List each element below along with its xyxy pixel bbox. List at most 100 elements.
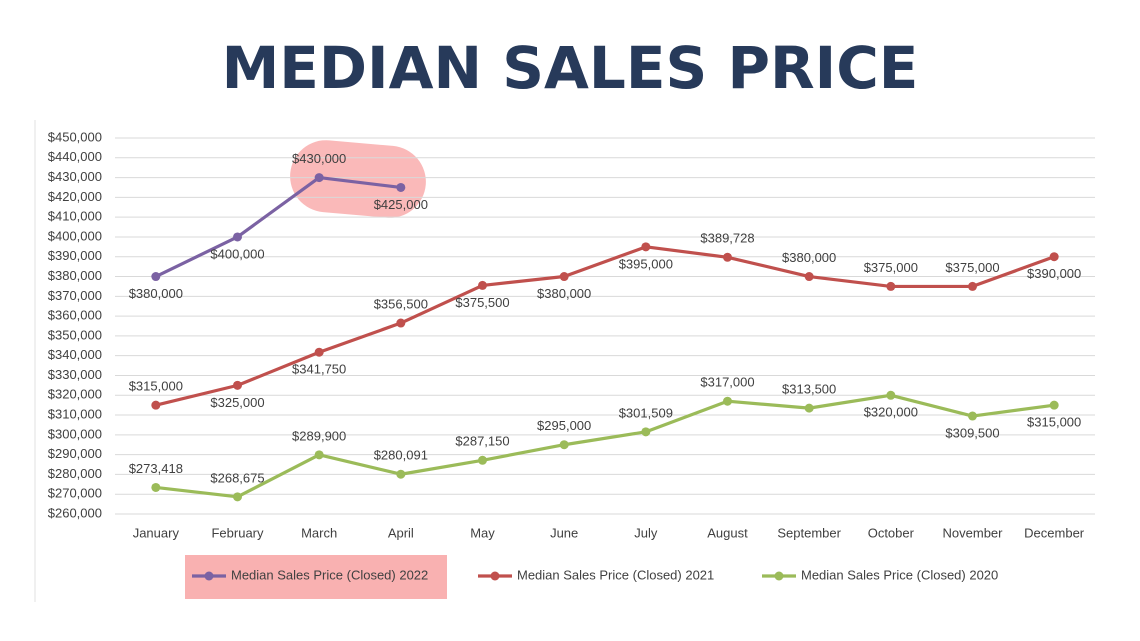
data-label: $389,728 — [700, 231, 754, 246]
x-tick-label: September — [777, 525, 841, 540]
data-label: $380,000 — [537, 286, 591, 301]
data-label: $400,000 — [210, 246, 264, 261]
data-point — [886, 390, 896, 400]
data-point — [1049, 400, 1059, 410]
data-label: $317,000 — [700, 375, 754, 390]
x-tick-label: August — [707, 525, 748, 540]
x-tick-label: April — [388, 525, 414, 540]
y-tick-label: $400,000 — [48, 228, 102, 243]
data-point — [968, 281, 977, 291]
legend-swatch-dot — [490, 571, 500, 581]
data-point — [233, 232, 242, 242]
data-label: $375,000 — [945, 260, 999, 275]
point-highlight — [290, 140, 426, 218]
data-point — [804, 272, 814, 282]
data-point — [641, 242, 651, 252]
y-tick-label: $300,000 — [48, 426, 102, 441]
data-label: $301,509 — [619, 405, 673, 420]
data-point — [804, 403, 814, 413]
data-label: $325,000 — [210, 395, 264, 410]
x-tick-label: March — [301, 525, 337, 540]
data-point — [723, 252, 732, 262]
data-label: $395,000 — [619, 256, 673, 271]
data-point — [396, 318, 406, 328]
y-tick-label: $290,000 — [48, 446, 102, 461]
x-tick-label: February — [211, 525, 264, 540]
data-point — [233, 492, 242, 502]
data-point — [1049, 252, 1059, 262]
y-tick-label: $270,000 — [48, 486, 102, 501]
data-label: $380,000 — [129, 286, 183, 301]
data-label: $425,000 — [374, 197, 428, 212]
legend-highlight — [185, 555, 447, 599]
data-label: $280,091 — [374, 448, 428, 463]
y-tick-label: $320,000 — [48, 387, 102, 402]
y-tick-label: $390,000 — [48, 248, 102, 263]
chart-title: MEDIAN SALES PRICE — [222, 34, 919, 102]
data-label: $356,500 — [374, 296, 428, 311]
legend-swatch-dot — [774, 571, 784, 581]
x-tick-label: December — [1024, 525, 1085, 540]
data-point — [151, 400, 161, 410]
x-tick-label: January — [133, 525, 180, 540]
series-line — [155, 393, 1055, 499]
data-point — [233, 380, 242, 390]
data-point — [151, 482, 161, 492]
data-point — [559, 272, 569, 282]
y-tick-label: $330,000 — [48, 367, 102, 382]
data-point — [396, 182, 406, 192]
data-label: $390,000 — [1027, 266, 1081, 281]
data-point — [641, 427, 651, 437]
y-tick-label: $440,000 — [48, 149, 102, 164]
x-tick-label: October — [868, 525, 915, 540]
data-point — [559, 440, 569, 450]
data-point — [396, 469, 406, 479]
data-label: $287,150 — [455, 434, 509, 449]
data-label: $320,000 — [864, 405, 918, 420]
data-point — [314, 347, 324, 357]
data-label: $273,418 — [129, 461, 183, 476]
data-point — [723, 396, 732, 406]
data-label: $315,000 — [129, 379, 183, 394]
data-point — [314, 173, 324, 183]
y-tick-label: $360,000 — [48, 308, 102, 323]
data-label: $380,000 — [782, 250, 836, 265]
y-tick-label: $310,000 — [48, 406, 102, 421]
legend-label: Median Sales Price (Closed) 2020 — [801, 567, 998, 582]
x-tick-label: July — [634, 525, 658, 540]
data-point — [314, 450, 324, 460]
data-point — [151, 272, 161, 282]
y-tick-label: $340,000 — [48, 347, 102, 362]
x-tick-label: June — [550, 525, 578, 540]
x-tick-label: November — [943, 525, 1004, 540]
y-tick-label: $410,000 — [48, 209, 102, 224]
data-point — [886, 281, 896, 291]
data-label: $309,500 — [945, 425, 999, 440]
data-label: $313,500 — [782, 382, 836, 397]
legend-swatch-dot — [204, 571, 214, 581]
y-tick-label: $420,000 — [48, 189, 102, 204]
y-tick-label: $370,000 — [48, 288, 102, 303]
series-line — [155, 175, 402, 278]
data-label: $315,000 — [1027, 415, 1081, 430]
data-label: $341,750 — [292, 362, 346, 377]
legend-label: Median Sales Price (Closed) 2021 — [517, 567, 714, 582]
x-tick-label: May — [470, 525, 495, 540]
data-label: $289,900 — [292, 428, 346, 443]
legend-label: Median Sales Price (Closed) 2022 — [231, 567, 428, 582]
y-tick-label: $380,000 — [48, 268, 102, 283]
y-tick-label: $260,000 — [48, 505, 102, 520]
data-label: $375,000 — [864, 260, 918, 275]
data-label: $295,000 — [537, 418, 591, 433]
y-tick-label: $280,000 — [48, 466, 102, 481]
data-point — [478, 280, 487, 290]
y-tick-label: $350,000 — [48, 327, 102, 342]
y-tick-label: $450,000 — [48, 129, 102, 144]
y-tick-label: $430,000 — [48, 169, 102, 184]
data-label: $375,500 — [455, 295, 509, 310]
data-point — [968, 411, 977, 421]
series-line — [155, 245, 1055, 407]
data-label: $430,000 — [292, 151, 346, 166]
